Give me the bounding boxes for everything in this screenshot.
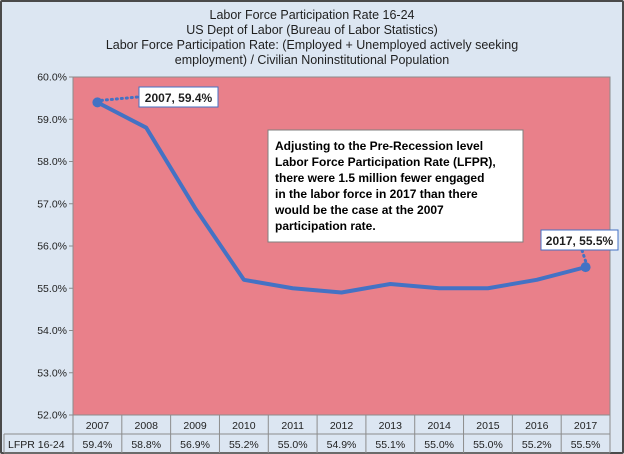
data-table-value: 55.0% xyxy=(424,439,454,451)
data-table-value: 54.9% xyxy=(327,439,357,451)
data-table-value: 55.2% xyxy=(229,439,259,451)
end-label-box xyxy=(540,229,619,251)
start-data-label: 2007, 59.4% xyxy=(145,91,213,105)
data-table-value: 55.2% xyxy=(522,439,552,451)
annotation-note-line: would be the case at the 2007 xyxy=(274,203,444,217)
annotation-note-line: in the labor force in 2017 than there xyxy=(275,187,478,201)
x-tick-label: 2013 xyxy=(379,420,403,432)
x-tick-label: 2014 xyxy=(427,420,451,432)
y-tick-label: 53.0% xyxy=(37,367,67,379)
x-tick-label: 2010 xyxy=(232,420,256,432)
x-tick-label: 2008 xyxy=(135,420,159,432)
chart-subtitle-definition: Labor Force Participation Rate: (Employe… xyxy=(105,38,519,52)
y-tick-label: 59.0% xyxy=(37,114,67,126)
data-point-2017 xyxy=(580,262,591,273)
x-tick-label: 2012 xyxy=(330,420,354,432)
chart-title: Labor Force Participation Rate 16-24 xyxy=(209,8,415,22)
x-tick-label: 2009 xyxy=(183,420,207,432)
data-point-2007 xyxy=(92,97,103,108)
x-tick-label: 2011 xyxy=(281,420,304,432)
end-data-label: 2017, 55.5% xyxy=(546,234,614,248)
data-table-value: 55.5% xyxy=(571,439,601,451)
x-tick-label: 2007 xyxy=(86,420,110,432)
data-table-value: 58.8% xyxy=(131,439,161,451)
start-label-box xyxy=(138,86,219,108)
data-table-value: 55.1% xyxy=(375,439,405,451)
annotation-note-line: participation rate. xyxy=(275,219,376,233)
y-tick-label: 57.0% xyxy=(37,198,67,210)
annotation-note-box xyxy=(267,129,524,243)
y-tick-label: 56.0% xyxy=(37,241,67,253)
annotation-note-line: Adjusting to the Pre-Recession level xyxy=(275,139,483,153)
start-label-leader xyxy=(99,95,140,102)
y-tick-label: 58.0% xyxy=(37,156,67,168)
data-table-value: 55.0% xyxy=(278,439,308,451)
y-tick-label: 55.0% xyxy=(37,283,67,295)
chart-subtitle-source: US Dept of Labor (Bureau of Labor Statis… xyxy=(186,23,438,37)
x-tick-label: 2015 xyxy=(476,420,500,432)
data-table-value: 59.4% xyxy=(83,439,113,451)
y-tick-label: 60.0% xyxy=(37,72,67,84)
data-table-row-label: LFPR 16-24 xyxy=(8,439,65,451)
y-tick-label: 52.0% xyxy=(37,410,67,422)
chart-subtitle-definition-cont: employment) / Civilian Noninstitutional … xyxy=(174,53,450,67)
annotation-note-line: there were 1.5 million fewer engaged xyxy=(275,171,484,185)
series-line xyxy=(95,100,588,295)
data-table-value: 56.9% xyxy=(180,439,210,451)
end-label-leader xyxy=(580,247,588,263)
x-tick-label: 2017 xyxy=(574,420,598,432)
plot-area xyxy=(72,76,611,416)
x-tick-label: 2016 xyxy=(525,420,549,432)
annotation-note-line: Labor Force Participation Rate (LFPR), xyxy=(275,155,496,169)
y-tick-label: 54.0% xyxy=(37,325,67,337)
data-table-value: 55.0% xyxy=(473,439,503,451)
